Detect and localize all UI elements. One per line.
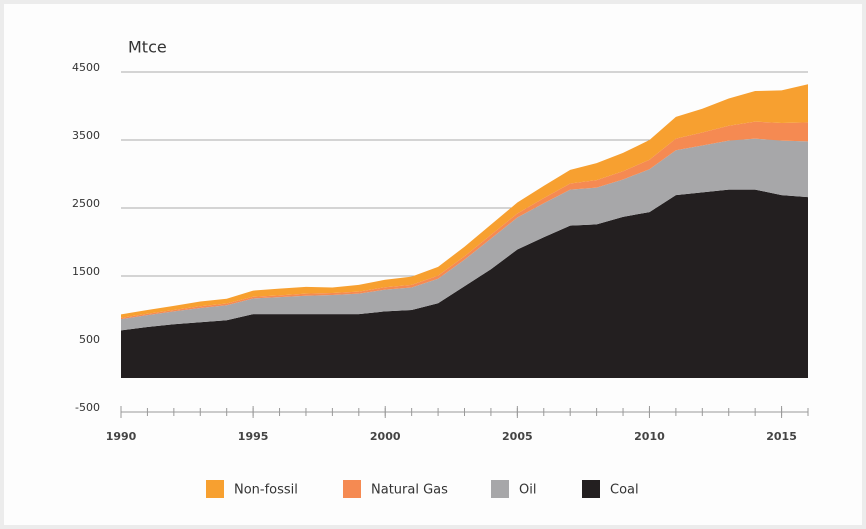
legend-label: Non-fossil [234,483,298,498]
x-tick-label: 1995 [238,430,269,443]
legend-swatch [491,480,509,498]
x-tick-label: 2010 [634,430,665,443]
x-tick-label: 2000 [370,430,401,443]
y-tick-label: -500 [75,401,100,414]
legend-label: Oil [519,483,536,498]
legend-swatch [582,480,600,498]
area [121,84,808,318]
area [121,189,808,378]
area [121,138,808,331]
y-tick-label: 1500 [72,265,100,278]
legend-swatch [343,480,361,498]
y-tick-label: 3500 [72,129,100,142]
x-tick-label: 1990 [106,430,137,443]
y-tick-label: 4500 [72,61,100,74]
y-axis-label: Mtce [128,38,167,57]
y-tick-label: 2500 [72,197,100,210]
legend-label: Coal [610,483,639,498]
area [121,121,808,320]
x-tick-label: 2005 [502,430,533,443]
x-tick-label: 2015 [766,430,797,443]
legend-label: Natural Gas [371,483,448,498]
legend-swatch [206,480,224,498]
y-tick-label: 500 [79,333,100,346]
